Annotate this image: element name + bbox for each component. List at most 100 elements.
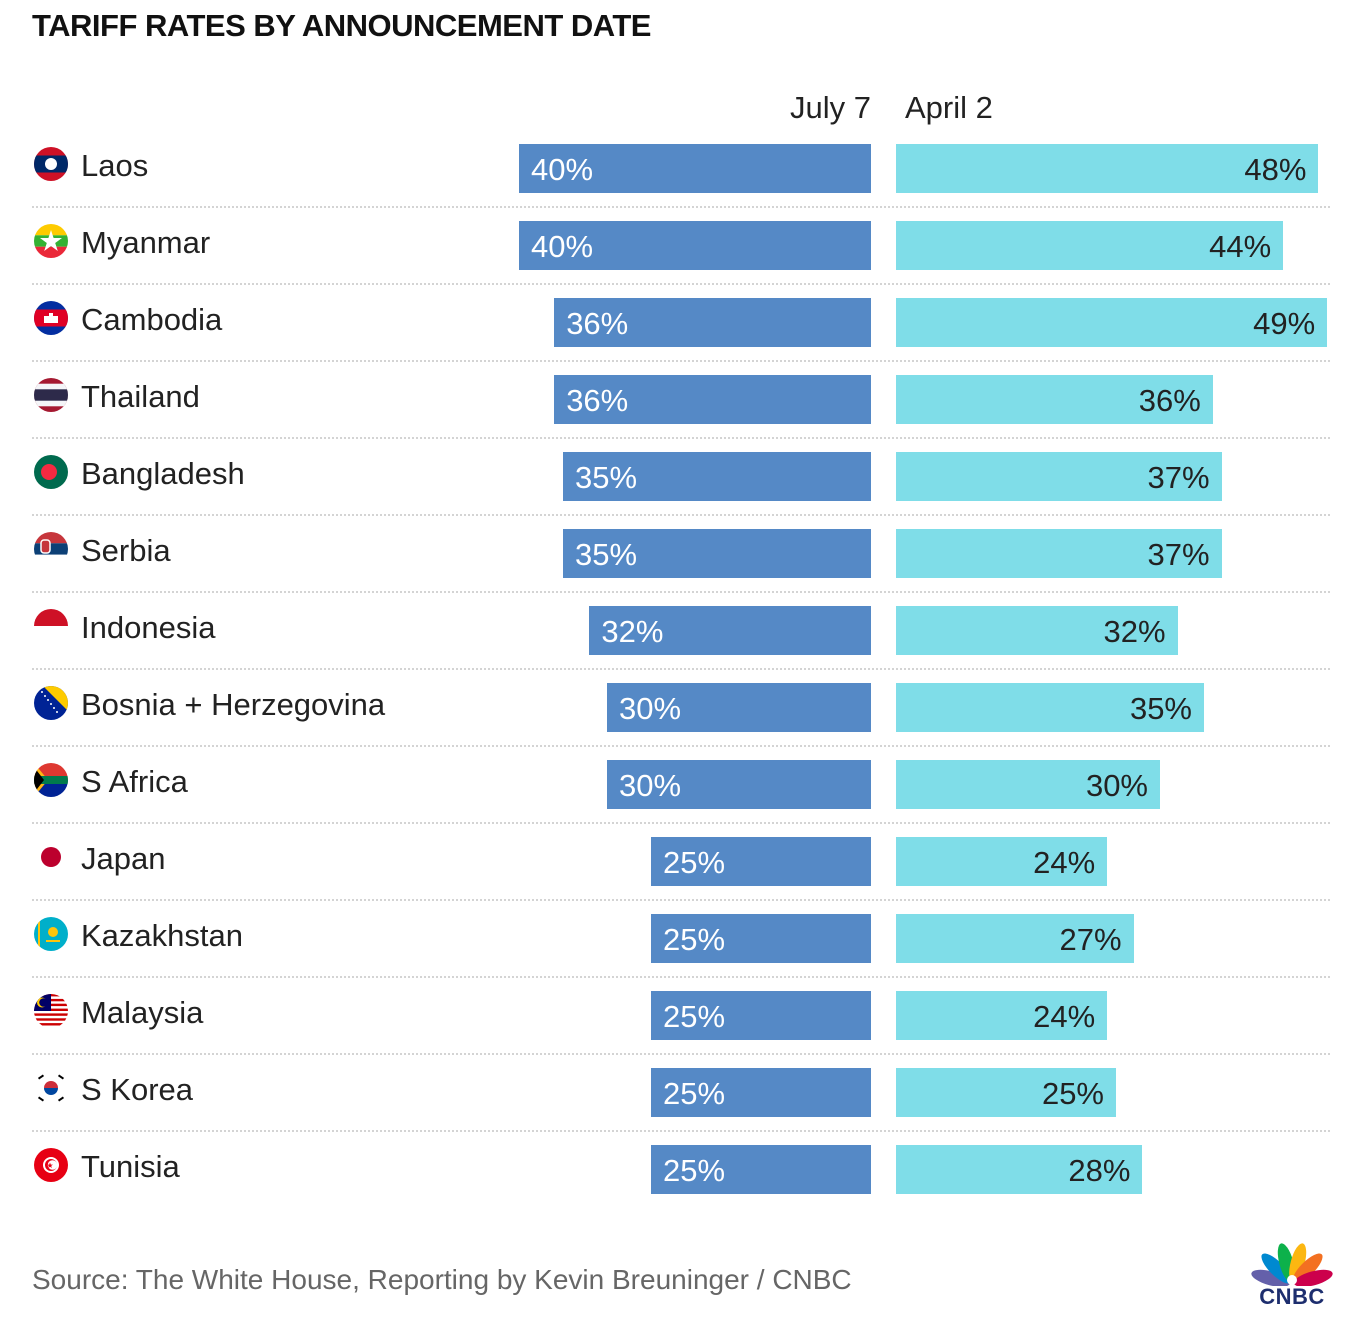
- bar-value-label-april: 35%: [1129, 691, 1192, 726]
- bar-value-label-april: 30%: [1085, 768, 1148, 803]
- chart-row: Bangladesh 35% 37%: [0, 438, 1364, 516]
- bar-july: 30%: [607, 683, 871, 732]
- serbia-flag-icon: [34, 532, 68, 566]
- cambodia-flag-icon: [34, 301, 68, 335]
- laos-flag-icon: [34, 147, 68, 181]
- malaysia-flag-icon: [34, 994, 68, 1028]
- row-divider: [32, 1130, 1330, 1132]
- chart-row: Kazakhstan 25% 27%: [0, 900, 1364, 978]
- bar-value-label-april: 36%: [1138, 383, 1201, 418]
- bar-value-label-july: 30%: [619, 768, 682, 803]
- bar-july: 30%: [607, 760, 871, 809]
- south-africa-flag-icon: [34, 763, 68, 797]
- bar-value-label-april: 24%: [1033, 999, 1096, 1034]
- row-divider: [32, 899, 1330, 901]
- indonesia-flag-icon: [34, 609, 68, 643]
- bar-july: 25%: [651, 914, 871, 963]
- bar-value-label-april: 37%: [1147, 460, 1210, 495]
- country-label: Cambodia: [81, 302, 223, 337]
- row-divider: [32, 1053, 1330, 1055]
- country-label: S Africa: [81, 764, 188, 799]
- series-header-july: July 7: [790, 90, 871, 125]
- bar-july: 32%: [589, 606, 871, 655]
- bar-july: 25%: [651, 837, 871, 886]
- country-label: Kazakhstan: [81, 918, 243, 953]
- country-label: Japan: [81, 841, 166, 876]
- bar-value-label-july: 40%: [531, 229, 594, 264]
- chart-row: S Korea 25% 25%: [0, 1054, 1364, 1132]
- row-divider: [32, 206, 1330, 208]
- bar-april: 48%: [896, 144, 1319, 193]
- series-header-april: April 2: [905, 90, 993, 125]
- row-divider: [32, 360, 1330, 362]
- bar-value-label-july: 36%: [566, 306, 629, 341]
- row-divider: [32, 437, 1330, 439]
- country-label: Thailand: [81, 379, 200, 414]
- bar-april: 25%: [896, 1068, 1116, 1117]
- chart-title: TARIFF RATES BY ANNOUNCEMENT DATE: [32, 8, 652, 43]
- bar-april: 37%: [896, 452, 1222, 501]
- bar-july: 36%: [554, 298, 871, 347]
- country-label: Serbia: [81, 533, 171, 568]
- bangladesh-flag-icon: [34, 455, 68, 489]
- bar-july: 40%: [519, 144, 871, 193]
- bar-value-label-july: 35%: [575, 460, 638, 495]
- bosnia-flag-icon: [34, 686, 68, 720]
- bar-april: 24%: [896, 991, 1108, 1040]
- kazakhstan-flag-icon: [34, 917, 68, 951]
- chart-row: Cambodia 36% 49%: [0, 284, 1364, 362]
- chart-row: Indonesia 32% 32%: [0, 592, 1364, 670]
- row-divider: [32, 976, 1330, 978]
- myanmar-flag-icon: [34, 224, 68, 258]
- bar-value-label-april: 27%: [1059, 922, 1122, 957]
- bar-april: 36%: [896, 375, 1213, 424]
- bar-value-label-july: 25%: [663, 922, 726, 957]
- bar-april: 44%: [896, 221, 1284, 270]
- cnbc-logo: CNBC: [1250, 1240, 1334, 1310]
- bar-value-label-july: 32%: [601, 614, 664, 649]
- country-label: Laos: [81, 148, 149, 183]
- chart-row: S Africa 30% 30%: [0, 746, 1364, 824]
- bar-july: 25%: [651, 1145, 871, 1194]
- country-label: Bangladesh: [81, 456, 245, 491]
- chart-row: Japan 25% 24%: [0, 823, 1364, 901]
- bar-value-label-july: 25%: [663, 1153, 726, 1188]
- bar-value-label-july: 35%: [575, 537, 638, 572]
- bar-value-label-july: 30%: [619, 691, 682, 726]
- source-note: Source: The White House, Reporting by Ke…: [32, 1264, 852, 1295]
- row-divider: [32, 514, 1330, 516]
- bar-value-label-april: 25%: [1041, 1076, 1104, 1111]
- bar-july: 36%: [554, 375, 871, 424]
- bar-value-label-july: 36%: [566, 383, 629, 418]
- chart-row: Bosnia + Herzegovina 30% 35%: [0, 669, 1364, 747]
- country-label: S Korea: [81, 1072, 194, 1107]
- country-label: Myanmar: [81, 225, 211, 260]
- bar-july: 40%: [519, 221, 871, 270]
- bar-april: 24%: [896, 837, 1108, 886]
- bar-value-label-july: 25%: [663, 999, 726, 1034]
- row-divider: [32, 283, 1330, 285]
- tunisia-flag-icon: [34, 1148, 68, 1182]
- row-divider: [32, 745, 1330, 747]
- country-label: Bosnia + Herzegovina: [81, 687, 386, 722]
- peacock-icon: [1251, 1243, 1333, 1287]
- country-label: Tunisia: [81, 1149, 180, 1184]
- chart-row: Myanmar 40% 44%: [0, 207, 1364, 285]
- bar-april: 37%: [896, 529, 1222, 578]
- bar-value-label-july: 40%: [531, 152, 594, 187]
- thailand-flag-icon: [34, 378, 68, 412]
- chart-row: Malaysia 25% 24%: [0, 977, 1364, 1055]
- row-divider: [32, 591, 1330, 593]
- bar-value-label-april: 49%: [1253, 306, 1316, 341]
- bar-april: 49%: [896, 298, 1328, 347]
- chart-row: Tunisia 25% 28%: [0, 1131, 1364, 1208]
- bar-july: 25%: [651, 1068, 871, 1117]
- bar-april: 27%: [896, 914, 1134, 963]
- cnbc-logo-text: CNBC: [1259, 1284, 1325, 1309]
- bar-july: 25%: [651, 991, 871, 1040]
- south-korea-flag-icon: [34, 1071, 68, 1105]
- bar-value-label-april: 44%: [1209, 229, 1272, 264]
- chart-row: Serbia 35% 37%: [0, 515, 1364, 593]
- bar-april: 28%: [896, 1145, 1143, 1194]
- bar-july: 35%: [563, 452, 871, 501]
